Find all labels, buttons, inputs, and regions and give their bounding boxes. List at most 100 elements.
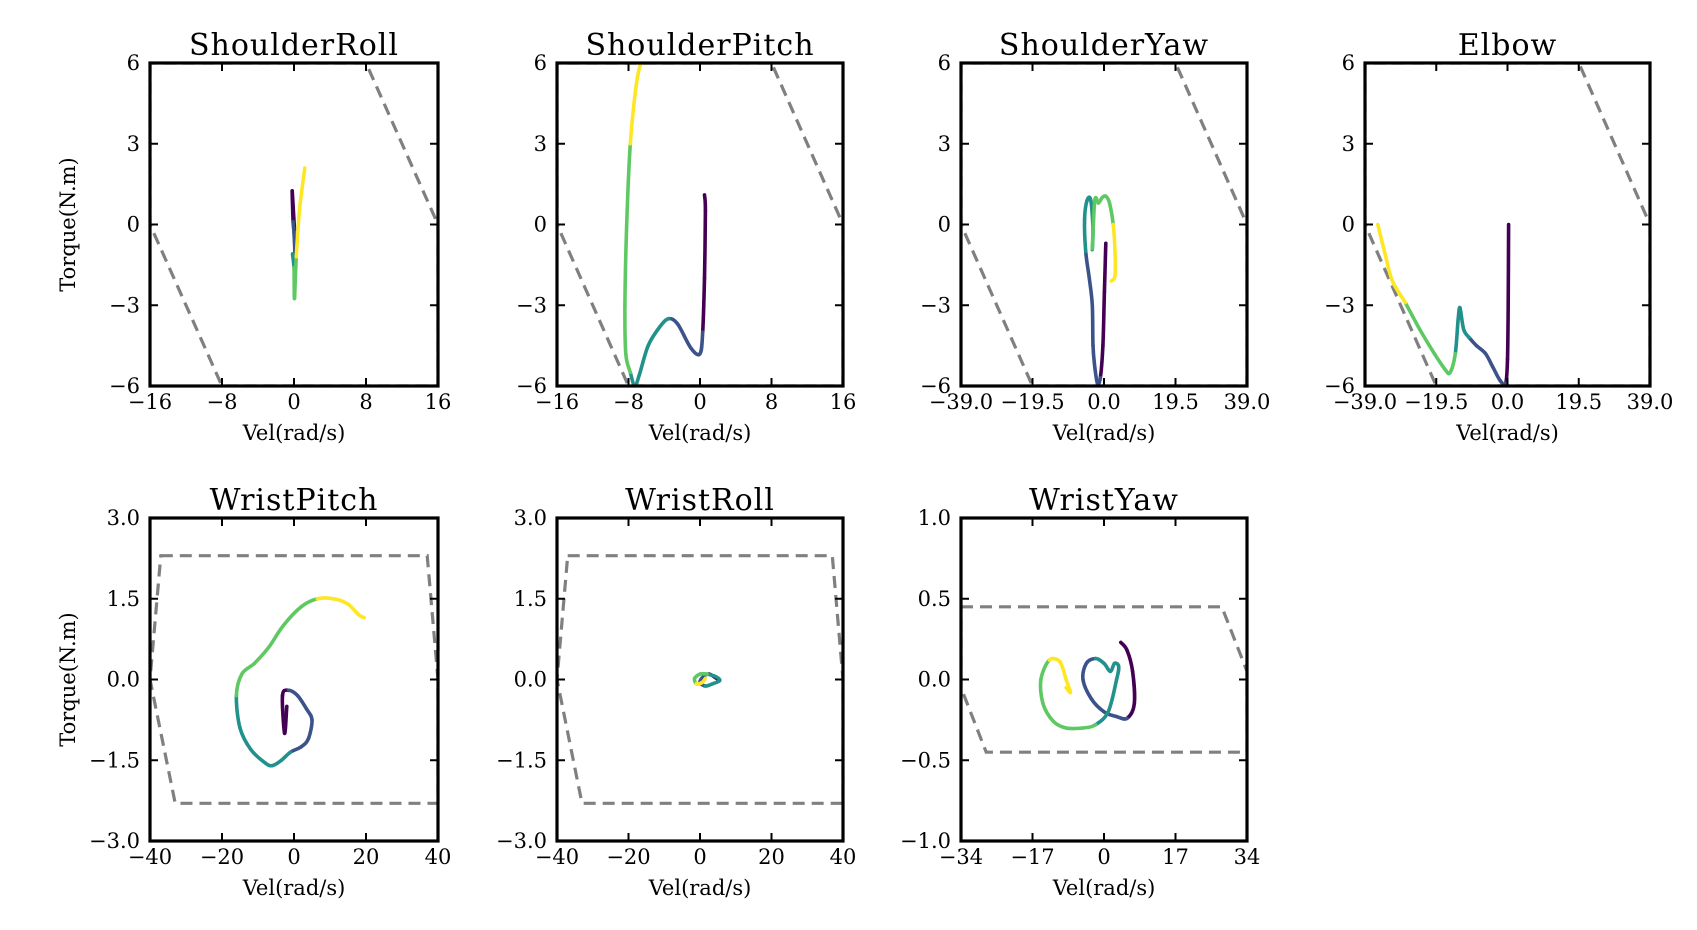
x-tick-label: −19.5 [1404,390,1468,414]
trajectory-segment [315,596,336,601]
trajectory-segment [675,322,693,351]
trajectory-segment [1125,648,1135,674]
trajectory-segment [288,745,303,754]
trajectory-segment [281,605,303,628]
y-tick-label: 1.5 [514,587,547,611]
axes-frame [555,61,845,388]
trajectory-segment [1505,303,1510,361]
x-tick-label: 20 [758,845,785,869]
y-axis-label: Torque(N.m) [56,157,80,291]
trajectory [234,596,366,768]
trajectory-segment [623,303,628,356]
x-tick-label: 0.0 [1491,390,1524,414]
trajectory-segment [1082,198,1089,221]
trajectory-segment [1081,677,1094,701]
trajectory-segment [1390,279,1407,305]
y-tick-label: 6 [127,51,140,75]
panel-shoulderpitch: −16 −8 0 8 16 −6 −3 0 3 6 ShoulderPitch Vel(rad/s) [516,28,856,445]
limit-envelope [961,605,1247,754]
trajectory-segment [1107,201,1115,227]
trajectory-segment [1418,327,1437,356]
trajectory-segment [624,142,633,227]
trajectory-segment [1083,249,1092,281]
x-tick-label: −40 [128,845,172,869]
x-tick-label: 39.0 [1224,390,1271,414]
panel-wristpitch: −40 −20 0 20 40 −3.0 −1.5 0.0 1.5 3.0 WristPitch Ve… [56,483,451,900]
x-tick-label: −34 [939,845,983,869]
y-tick-label: 0.0 [514,668,547,692]
trajectory-segment [1101,290,1107,348]
trajectory-segment [628,88,638,146]
trajectory-segment [1090,303,1095,348]
trajectory-segment [1448,351,1458,375]
y-tick-label: 0 [127,213,140,237]
trajectory-segment [1089,697,1106,714]
x-tick-label: 40 [830,845,857,869]
trajectory-segment [1038,677,1045,706]
trajectory [692,671,722,688]
panel-title: ShoulderRoll [189,28,399,63]
panel-title: Elbow [1458,28,1557,63]
y-tick-label: 6 [938,51,951,75]
trajectory-segment [1064,726,1085,731]
x-tick-label: −8 [613,390,644,414]
trajectory-segment [1456,305,1462,321]
trajectory-segment [1093,710,1110,727]
trajectory-segment [1125,701,1137,721]
y-tick-label: 3 [534,132,547,156]
x-axis-label: Vel(rad/s) [242,876,346,900]
x-tick-label: −40 [535,845,579,869]
y-tick-label: 0 [1342,213,1355,237]
trajectory-segment [1051,719,1068,730]
y-tick-label: 1.0 [918,506,951,530]
trajectory-segment [1114,664,1121,682]
trajectory-segment [1082,217,1088,254]
y-tick-label: 0.0 [918,668,951,692]
trajectory-segment [1376,222,1387,256]
trajectory-segment [249,747,267,765]
trajectory-segment [294,209,302,259]
trajectory-segment [1090,198,1097,251]
trajectory-segment [292,255,299,301]
trajectory [1376,222,1511,386]
x-tick-label: 39.0 [1627,390,1674,414]
y-tick-label: −3 [920,293,951,317]
trajectory-segment [1474,343,1488,356]
x-tick-label: −8 [207,390,238,414]
trajectory-segment [240,661,257,676]
trajectory-segment [1041,701,1056,724]
y-tick-label: 3 [127,132,140,156]
trajectory-segment [628,370,637,386]
x-tick-label: 16 [425,390,452,414]
x-tick-label: −39.0 [1333,390,1397,414]
y-tick-label: −6 [109,374,140,398]
x-tick-label: 20 [353,845,380,869]
trajectory-segment [702,209,708,281]
limit-envelope [557,63,843,386]
trajectory-segment [623,222,629,308]
y-tick-label: −3.0 [89,829,140,853]
y-tick-label: −3 [109,293,140,317]
x-tick-label: −17 [1010,845,1054,869]
trajectory-segment [1102,241,1108,294]
x-tick-label: 40 [425,845,452,869]
trajectory-segment [1483,351,1495,369]
y-tick-label: −1.0 [900,829,951,853]
x-tick-label: 17 [1162,845,1189,869]
y-tick-label: −3 [516,293,547,317]
x-tick-label: −16 [535,390,579,414]
x-axis-label: Vel(rad/s) [1455,421,1559,445]
x-tick-label: 0 [1097,845,1110,869]
y-tick-label: 3.0 [107,506,140,530]
panel-shoulderroll: −16 −8 0 8 16 −6 −3 0 3 6 ShoulderRoll Vel(rad/s) To… [56,28,451,445]
y-tick-label: 0.0 [107,668,140,692]
y-tick-label: 0 [534,213,547,237]
trajectory-segment [279,750,293,763]
y-tick-label: −1.5 [89,748,140,772]
trajectory-segment [1080,661,1089,682]
y-tick-label: −3 [1324,293,1355,317]
trajectory-segment [234,693,242,730]
x-tick-label: 0.0 [1087,390,1120,414]
trajectory-segment [1109,273,1117,283]
trajectory-segment [297,166,307,213]
